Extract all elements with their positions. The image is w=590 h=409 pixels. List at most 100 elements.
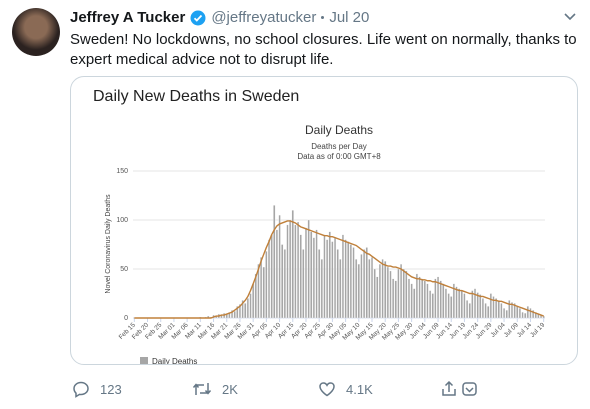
bar <box>415 273 418 319</box>
like-count: 4.1K <box>346 381 373 397</box>
bar <box>508 300 511 319</box>
bar <box>373 268 376 319</box>
bar <box>341 234 345 319</box>
bar <box>466 300 469 319</box>
bar <box>262 266 265 319</box>
retweet-count: 2K <box>222 381 238 397</box>
bar <box>510 302 514 319</box>
bar <box>418 276 421 319</box>
bar <box>495 298 498 319</box>
author-handle[interactable]: @jeffreyatucker <box>211 9 317 26</box>
bar <box>394 280 397 319</box>
bar <box>429 290 432 319</box>
bar <box>421 278 424 319</box>
chart-subtitle: Deaths per Day <box>311 142 367 151</box>
y-tick-label: 0 <box>124 315 128 322</box>
bar <box>275 229 279 319</box>
chart: Daily New Deaths in Sweden Daily Deaths … <box>93 88 547 365</box>
bar <box>376 276 379 319</box>
bar <box>304 227 308 319</box>
bar <box>434 278 437 319</box>
bar <box>460 290 463 319</box>
bar <box>439 280 442 319</box>
bar <box>238 304 242 319</box>
bar <box>228 311 231 319</box>
bar <box>444 288 448 319</box>
bar <box>532 310 535 319</box>
legend-label: Daily Deaths <box>152 357 197 365</box>
verified-badge <box>190 10 206 25</box>
bar <box>473 288 477 319</box>
bar <box>497 300 500 319</box>
bar <box>436 276 440 319</box>
tweet-text: Sweden! No lockdowns, no school closures… <box>70 31 577 68</box>
x-tick-label: Jul 19 <box>529 321 546 338</box>
bar <box>484 303 487 319</box>
bar <box>500 303 503 319</box>
bar <box>236 306 239 319</box>
bar <box>481 298 485 319</box>
bar <box>281 244 284 319</box>
chart-title: Daily Deaths <box>305 123 373 137</box>
bar <box>471 290 474 319</box>
bar <box>336 249 339 319</box>
bar <box>233 310 236 319</box>
bar <box>363 249 366 319</box>
bar <box>312 237 315 319</box>
bar <box>505 310 508 319</box>
bar <box>518 308 521 319</box>
bar <box>278 214 281 319</box>
bar <box>273 205 276 319</box>
bar <box>283 249 286 319</box>
bar <box>291 210 294 319</box>
bar <box>384 261 387 319</box>
reply-count: 123 <box>100 381 122 397</box>
bar <box>267 239 271 319</box>
bar <box>357 263 360 319</box>
bar <box>252 283 255 319</box>
avatar[interactable] <box>12 8 60 56</box>
bar <box>442 283 445 319</box>
y-axis-title: Novel Coronavirus Daily Deaths <box>105 194 112 294</box>
bar <box>468 303 471 319</box>
bar <box>378 263 382 319</box>
bar <box>307 219 310 319</box>
bar <box>423 280 426 319</box>
bar <box>333 237 337 319</box>
tweet-date[interactable]: Jul 20 <box>329 9 370 26</box>
bar <box>426 283 429 319</box>
more-menu[interactable] <box>563 12 577 22</box>
reply-button[interactable]: 123 <box>72 380 122 398</box>
bar <box>513 303 516 319</box>
bar <box>413 288 416 319</box>
bar <box>447 293 450 319</box>
bar <box>410 283 413 319</box>
separator <box>321 16 325 19</box>
like-button[interactable]: 4.1K <box>318 380 373 398</box>
bar <box>534 311 537 319</box>
legend-swatch <box>140 357 148 364</box>
author-name[interactable]: Jeffrey A Tucker <box>70 9 186 26</box>
bar <box>402 268 405 319</box>
bar <box>463 293 466 319</box>
media-card[interactable]: Daily New Deaths in Sweden Daily Deaths … <box>70 76 578 365</box>
share-buttons[interactable] <box>440 380 480 398</box>
bar <box>431 293 434 319</box>
bar <box>452 283 455 319</box>
bar <box>318 249 321 319</box>
retweet-button[interactable]: 2K <box>192 380 238 398</box>
line <box>134 220 544 319</box>
bar <box>230 310 234 319</box>
bar <box>392 278 395 319</box>
bar <box>246 298 249 319</box>
tweet-header: Jeffrey A Tucker @jeffreyatucker Jul 20 <box>70 9 369 26</box>
bar <box>360 254 363 319</box>
bar <box>487 306 490 319</box>
bar <box>347 241 350 319</box>
bar <box>368 259 371 319</box>
bar <box>254 273 257 319</box>
bar <box>399 263 403 319</box>
bar <box>260 257 263 319</box>
bar <box>489 293 492 319</box>
